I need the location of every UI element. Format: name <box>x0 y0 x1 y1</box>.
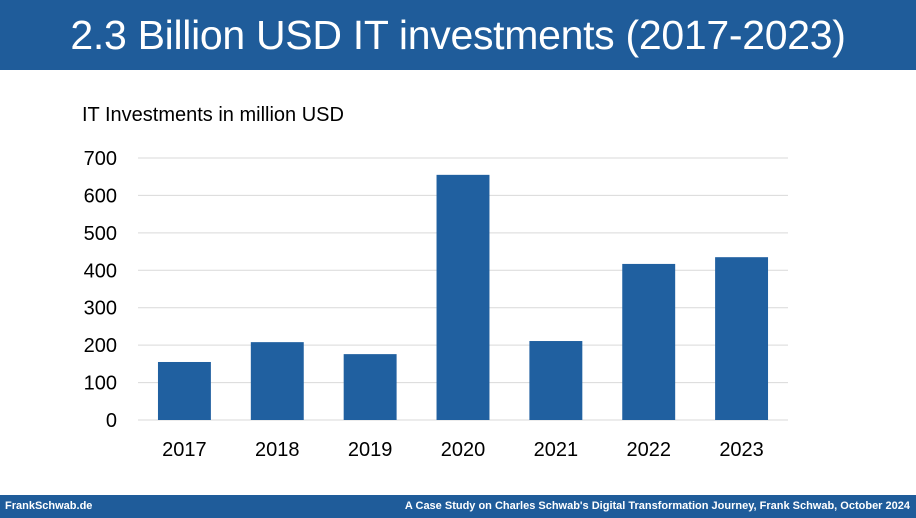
chart-title: IT Investments in million USD <box>82 104 344 126</box>
bar-2019 <box>343 354 397 420</box>
bar-2020 <box>436 174 490 420</box>
footer-citation: A Case Study on Charles Schwab's Digital… <box>404 500 910 512</box>
footer-bar: FrankSchwab.de A Case Study on Charles S… <box>0 495 916 518</box>
footer-site-link[interactable]: FrankSchwab.de <box>5 500 93 512</box>
x-tick-label: 2023 <box>719 439 764 461</box>
x-axis-ticks: 2017 2018 2019 2020 2021 2022 2023 <box>162 439 764 461</box>
bar-2022 <box>622 263 676 420</box>
chart-area: IT Investments in million USD 0 100 200 300… <box>0 70 916 494</box>
bars <box>157 174 769 420</box>
y-axis-ticks: 0 100 200 300 400 500 600 700 <box>84 148 117 432</box>
slide-title: 2.3 Billion USD IT investments (2017-202… <box>70 11 846 58</box>
x-tick-label: 2022 <box>626 439 671 461</box>
y-tick-label: 600 <box>84 185 117 207</box>
y-tick-label: 100 <box>84 373 117 395</box>
y-tick-label: 400 <box>84 260 117 282</box>
bar-2023 <box>715 257 769 420</box>
y-tick-label: 700 <box>84 148 117 170</box>
bar-2017 <box>157 361 211 420</box>
x-tick-label: 2021 <box>534 439 579 461</box>
y-tick-label: 500 <box>84 223 117 245</box>
x-tick-label: 2017 <box>162 439 207 461</box>
x-tick-label: 2020 <box>441 439 486 461</box>
y-tick-label: 300 <box>84 298 117 320</box>
bar-2021 <box>529 341 583 420</box>
bar-chart: IT Investments in million USD 0 100 200 300… <box>82 104 788 461</box>
title-bar: 2.3 Billion USD IT investments (2017-202… <box>0 0 916 70</box>
x-tick-label: 2018 <box>255 439 300 461</box>
bar-2018 <box>250 342 304 420</box>
y-tick-label: 0 <box>106 410 117 432</box>
y-tick-label: 200 <box>84 335 117 357</box>
x-tick-label: 2019 <box>348 439 393 461</box>
